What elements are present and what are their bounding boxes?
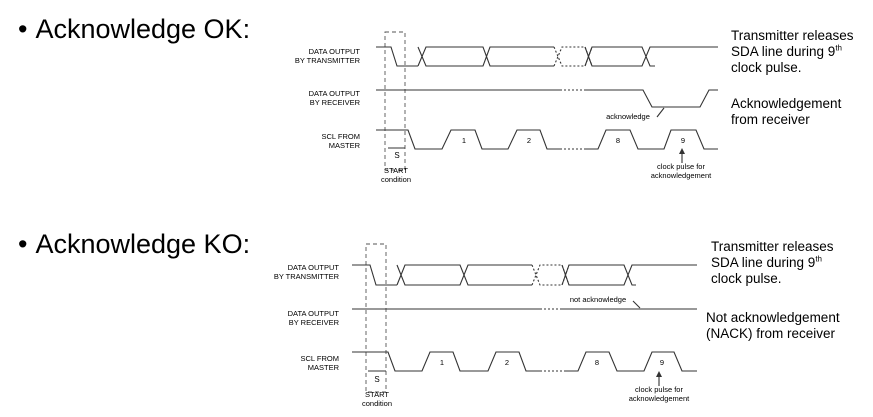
bullet-acknowledge-ok: • Acknowledge OK: xyxy=(18,14,250,44)
start-condition-box xyxy=(384,31,406,171)
note-receiver: Not acknowledgement (NACK) from receiver xyxy=(706,310,840,341)
bullet-dot: • xyxy=(18,14,28,44)
ack-label: acknowledge xyxy=(606,112,650,121)
pulse-label: 8 xyxy=(615,136,621,145)
signal-label-tx: DATA OUTPUT BY TRANSMITTER xyxy=(294,47,360,65)
tx-data-last-upper xyxy=(561,264,636,286)
pulse-label: 2 xyxy=(504,358,510,367)
tx-data-last-lower xyxy=(561,264,697,286)
bullet-text: Acknowledge OK: xyxy=(35,14,251,44)
scl-waveform-end xyxy=(585,129,718,150)
ack-arrow xyxy=(656,107,665,118)
clock-arrow-head xyxy=(679,148,685,154)
note-transmitter: Transmitter releases SDA line during 9th… xyxy=(711,239,834,286)
nack-label: not acknowledge xyxy=(569,295,627,304)
clock-pulse-label: clock pulse for acknowledgement xyxy=(650,162,712,180)
start-marker: S xyxy=(374,375,380,384)
clock-pulse-label: clock pulse for acknowledgement xyxy=(628,385,690,403)
signal-label-rx: DATA OUTPUT BY RECEIVER xyxy=(308,89,360,107)
tx-data-lower xyxy=(417,46,495,67)
signal-label-tx: DATA OUTPUT BY TRANSMITTER xyxy=(273,263,339,281)
start-condition-box xyxy=(365,243,387,393)
tx-data-upper xyxy=(396,264,472,286)
pulse-label: 8 xyxy=(594,358,600,367)
bullet-dot: • xyxy=(18,229,28,259)
scl-waveform xyxy=(376,129,560,150)
start-marker: S xyxy=(394,151,400,160)
pulse-label: 9 xyxy=(659,358,665,367)
scl-waveform-end xyxy=(566,351,697,372)
note-transmitter: Transmitter releases SDA line during 9th… xyxy=(731,28,854,75)
start-condition-label: START condition xyxy=(361,390,393,408)
pulse-label: 9 xyxy=(680,136,686,145)
clock-arrow-head xyxy=(656,371,662,377)
signal-label-rx: DATA OUTPUT BY RECEIVER xyxy=(287,309,339,327)
nack-arrow xyxy=(632,300,641,309)
pulse-label: 1 xyxy=(461,136,467,145)
signal-label-scl: SCL FROM MASTER xyxy=(300,354,339,372)
tx-data-last-lower xyxy=(584,46,718,67)
tx-data-last-upper xyxy=(584,46,655,67)
start-condition-label: START condition xyxy=(380,166,412,184)
signal-label-scl: SCL FROM MASTER xyxy=(321,132,360,150)
pulse-label: 2 xyxy=(526,136,532,145)
tx-data-lower xyxy=(396,264,472,286)
tx-waveform xyxy=(376,46,418,67)
tx-waveform xyxy=(352,264,397,286)
rx-ack-pulse xyxy=(585,89,718,108)
tx-data-upper xyxy=(417,46,495,67)
bullet-acknowledge-ko: • Acknowledge KO: xyxy=(18,229,250,259)
note-receiver: Acknowledgement from receiver xyxy=(731,96,842,127)
pulse-label: 1 xyxy=(439,358,445,367)
scl-waveform xyxy=(352,351,540,372)
bullet-text: Acknowledge KO: xyxy=(35,229,251,259)
